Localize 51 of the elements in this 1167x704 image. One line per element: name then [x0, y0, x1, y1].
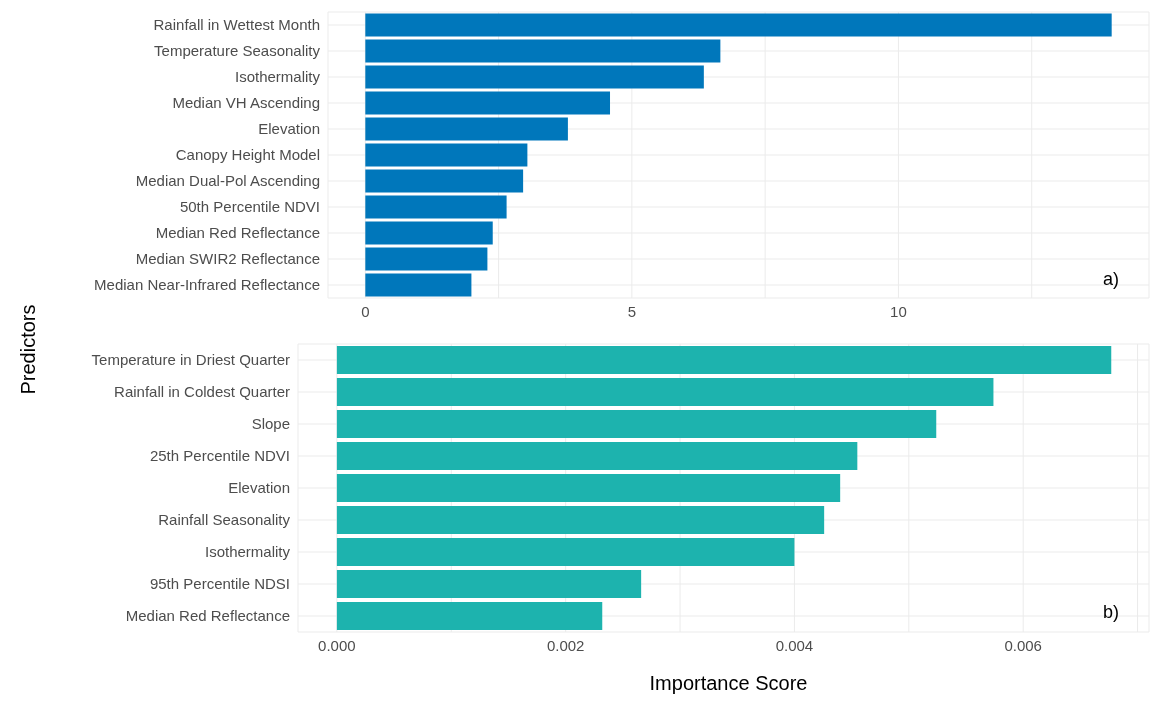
- y-tick-label: Rainfall Seasonality: [158, 511, 291, 529]
- bar: [336, 537, 795, 566]
- y-tick-label: Elevation: [228, 479, 290, 497]
- x-tick-label: 0.006: [1004, 636, 1042, 654]
- bar: [336, 409, 937, 438]
- y-tick-label: Slope: [251, 415, 290, 433]
- y-tick-label: Median Red Reflectance: [155, 224, 320, 242]
- bar: [336, 377, 994, 406]
- bar: [365, 117, 568, 141]
- x-tick-label: 10: [890, 302, 907, 320]
- bar: [336, 441, 858, 470]
- bar: [365, 143, 528, 167]
- y-tick-label: Median SWIR2 Reflectance: [135, 250, 320, 268]
- bar: [336, 601, 603, 630]
- bar: [365, 91, 611, 115]
- y-tick-label: Temperature Seasonality: [154, 42, 321, 60]
- bar: [365, 195, 507, 219]
- y-tick-label: Isothermality: [204, 543, 291, 561]
- x-axis-title: Importance Score: [648, 672, 809, 695]
- bar: [336, 505, 825, 534]
- bar: [365, 39, 721, 63]
- y-tick-label: 95th Percentile NDSI: [149, 575, 290, 593]
- annotation: b): [1102, 602, 1119, 623]
- bar: [336, 569, 642, 598]
- y-tick-label: Rainfall in Coldest Quarter: [114, 383, 290, 401]
- bar: [365, 169, 524, 193]
- y-tick-label: Elevation: [258, 120, 320, 138]
- bar: [365, 273, 472, 297]
- y-tick-label: Canopy Height Model: [175, 146, 320, 164]
- x-tick-label: 0: [361, 302, 370, 320]
- y-tick-label: Median Near-Infrared Reflectance: [94, 276, 320, 294]
- y-tick-label: 50th Percentile NDVI: [179, 198, 320, 216]
- x-tick-label: 5: [627, 302, 637, 320]
- x-tick-label: 0.004: [775, 636, 814, 654]
- y-tick-label: 25th Percentile NDVI: [149, 447, 290, 465]
- y-tick-label: Rainfall in Wettest Month: [153, 16, 320, 34]
- bar: [336, 473, 841, 502]
- y-tick-label: Median Dual-Pol Ascending: [135, 172, 320, 190]
- x-tick-label: 0.002: [546, 636, 585, 654]
- bar: [365, 247, 488, 271]
- bar: [365, 13, 1112, 37]
- bar: [336, 345, 1112, 374]
- x-tick-label: 0.000: [318, 636, 356, 654]
- y-tick-label: Isothermality: [234, 68, 321, 86]
- bar: [365, 65, 704, 89]
- annotation: a): [1102, 269, 1119, 290]
- bar: [365, 221, 493, 245]
- y-tick-label: Median Red Reflectance: [125, 607, 290, 625]
- y-tick-label: Median VH Ascending: [172, 94, 320, 112]
- y-tick-label: Temperature in Driest Quarter: [91, 351, 290, 369]
- y-axis-title: Predictors: [16, 303, 40, 397]
